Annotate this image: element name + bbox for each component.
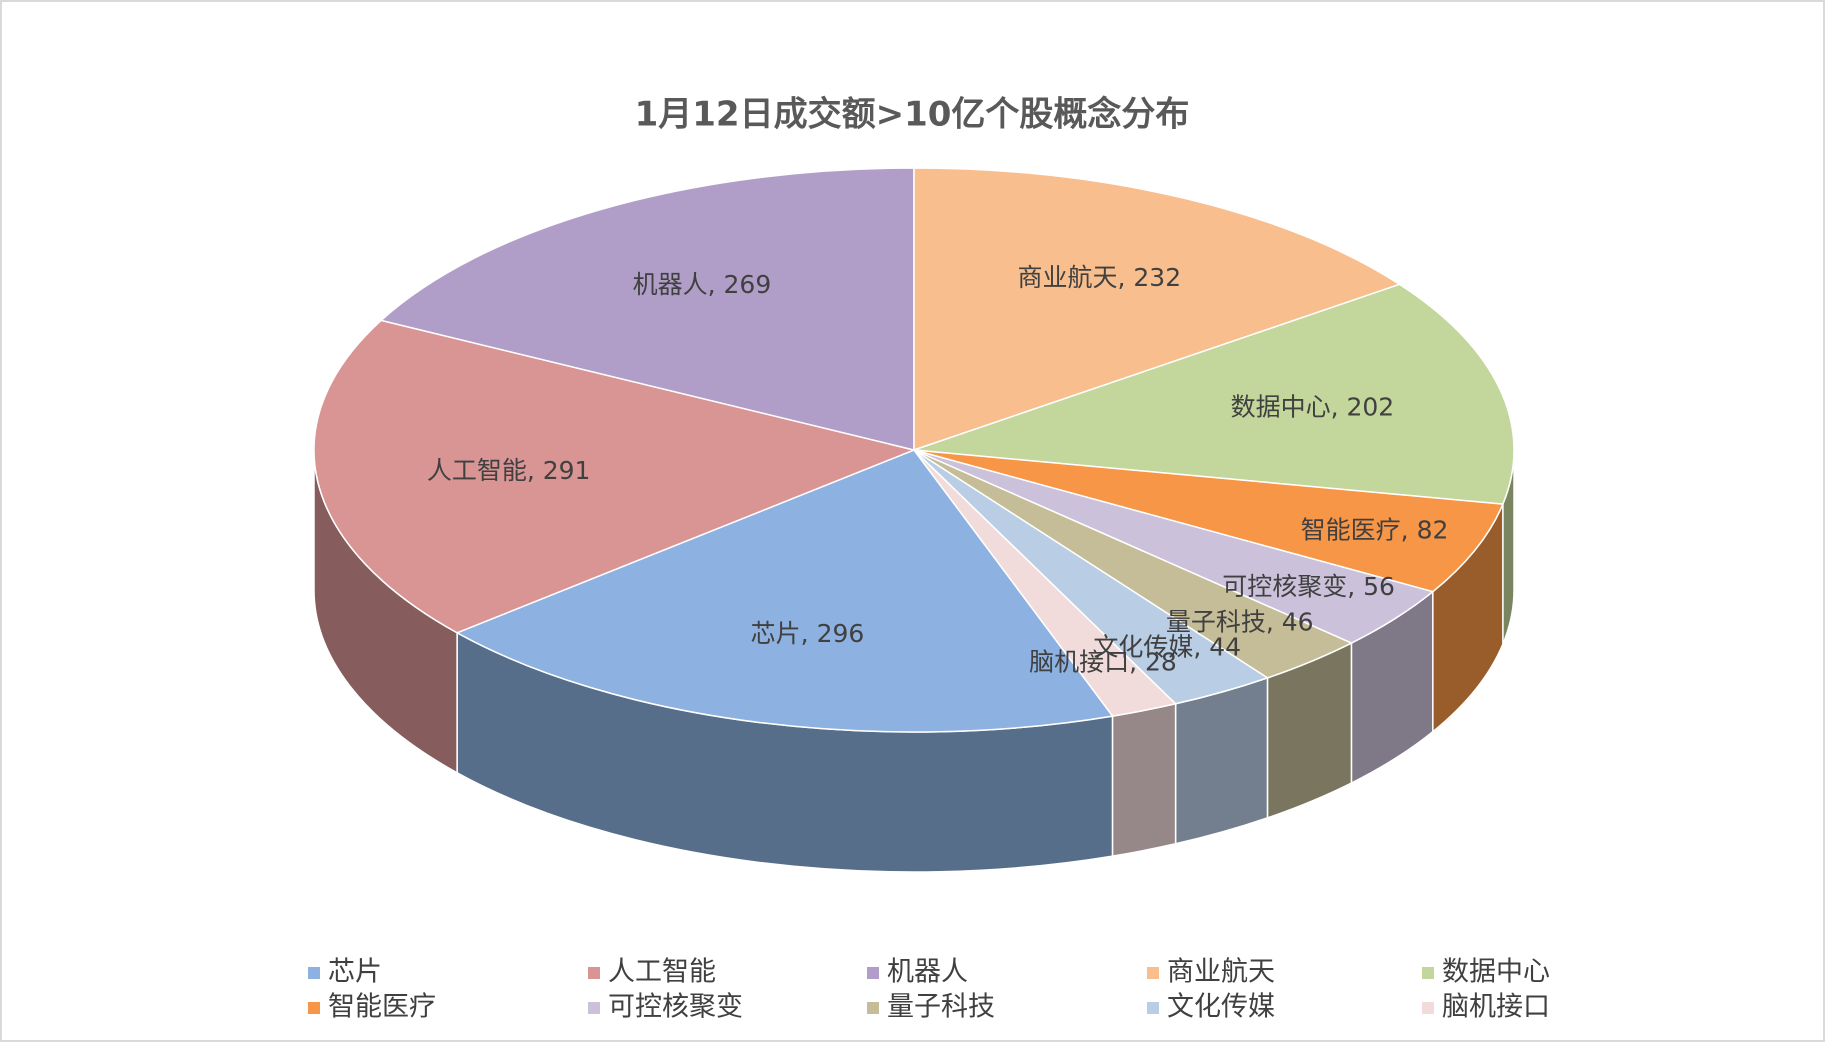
pie-slice bbox=[913, 167, 1402, 452]
data-label-separator: , bbox=[1266, 607, 1282, 636]
pie-side bbox=[1111, 702, 1177, 857]
legend-label: 智能医疗 bbox=[328, 992, 436, 1023]
data-label: 机器人, 269 bbox=[633, 270, 772, 299]
legend-marker bbox=[867, 967, 879, 979]
data-label-category: 文化传媒 bbox=[1093, 632, 1193, 661]
data-label-separator: , bbox=[708, 270, 724, 299]
pie-slice bbox=[455, 449, 1114, 733]
data-label-separator: , bbox=[1331, 393, 1347, 422]
legend-marker bbox=[308, 1002, 320, 1014]
legend-label: 机器人 bbox=[887, 957, 968, 988]
data-label-separator: , bbox=[1129, 648, 1145, 677]
data-label-separator: , bbox=[1193, 632, 1209, 661]
data-label-category: 量子科技 bbox=[1166, 607, 1266, 636]
data-label-value: 28 bbox=[1145, 648, 1177, 677]
legend-label: 脑机接口 bbox=[1442, 992, 1550, 1023]
data-label-separator: , bbox=[1117, 263, 1133, 292]
pie-slice bbox=[379, 167, 915, 451]
data-label: 量子科技, 46 bbox=[1166, 607, 1314, 636]
data-label: 商业航天, 232 bbox=[1017, 263, 1181, 292]
data-label: 芯片, 296 bbox=[751, 619, 865, 648]
legend-label: 人工智能 bbox=[608, 957, 716, 988]
pie-side bbox=[1174, 676, 1269, 845]
data-label: 数据中心, 202 bbox=[1231, 393, 1395, 422]
legend-label: 数据中心 bbox=[1442, 957, 1550, 988]
legend-label: 文化传媒 bbox=[1167, 992, 1275, 1023]
pie-slice bbox=[913, 449, 1504, 593]
legend-marker bbox=[1147, 1002, 1159, 1014]
data-label: 文化传媒, 44 bbox=[1093, 632, 1241, 661]
pie-tops bbox=[313, 167, 1515, 733]
legend-marker bbox=[1422, 1002, 1434, 1014]
data-label-category: 智能医疗 bbox=[1301, 515, 1401, 544]
legend-label: 可控核聚变 bbox=[608, 992, 743, 1023]
pie-slice bbox=[313, 319, 917, 634]
data-label-value: 202 bbox=[1346, 393, 1394, 422]
data-label: 脑机接口, 28 bbox=[1029, 648, 1177, 677]
data-label-value: 296 bbox=[817, 619, 865, 648]
pie-slice bbox=[913, 449, 1178, 717]
pie-slice bbox=[913, 283, 1515, 505]
data-label-category: 芯片 bbox=[751, 619, 801, 648]
data-label-separator: , bbox=[1401, 515, 1417, 544]
data-label: 可控核聚变, 56 bbox=[1222, 572, 1395, 601]
data-label-separator: , bbox=[801, 619, 817, 648]
legend-marker bbox=[1147, 967, 1159, 979]
legend-marker bbox=[1422, 967, 1434, 979]
data-label-value: 46 bbox=[1282, 607, 1314, 636]
data-label-value: 232 bbox=[1133, 263, 1181, 292]
data-label-category: 数据中心 bbox=[1231, 393, 1331, 422]
legend-label: 量子科技 bbox=[887, 992, 995, 1023]
data-label: 智能医疗, 82 bbox=[1301, 515, 1449, 544]
data-label-category: 人工智能 bbox=[427, 456, 527, 485]
data-label-value: 82 bbox=[1417, 515, 1449, 544]
data-label-category: 脑机接口 bbox=[1029, 648, 1129, 677]
data-label-category: 可控核聚变 bbox=[1222, 572, 1347, 601]
data-label-value: 269 bbox=[724, 270, 772, 299]
legend-label: 芯片 bbox=[328, 957, 382, 988]
data-label-value: 44 bbox=[1209, 632, 1241, 661]
data-label-value: 56 bbox=[1363, 572, 1395, 601]
data-labels: 芯片, 296 人工智能, 291 机器人, 269 商业航天, 232 数据中心, 2… bbox=[427, 263, 1449, 676]
legend-marker bbox=[308, 967, 320, 979]
data-label-category: 机器人 bbox=[633, 270, 708, 299]
legend-marker bbox=[588, 967, 600, 979]
data-label-category: 商业航天 bbox=[1017, 263, 1117, 292]
data-label: 人工智能, 291 bbox=[427, 456, 591, 485]
data-label-separator: , bbox=[1347, 572, 1363, 601]
legend-label: 商业航天 bbox=[1167, 957, 1275, 988]
data-label-value: 291 bbox=[543, 456, 591, 485]
chart-title: 1月12日成交额>10亿个股概念分布 bbox=[635, 95, 1190, 135]
legend-marker bbox=[867, 1002, 879, 1014]
legend-marker bbox=[588, 1002, 600, 1014]
data-label-separator: , bbox=[527, 456, 543, 485]
